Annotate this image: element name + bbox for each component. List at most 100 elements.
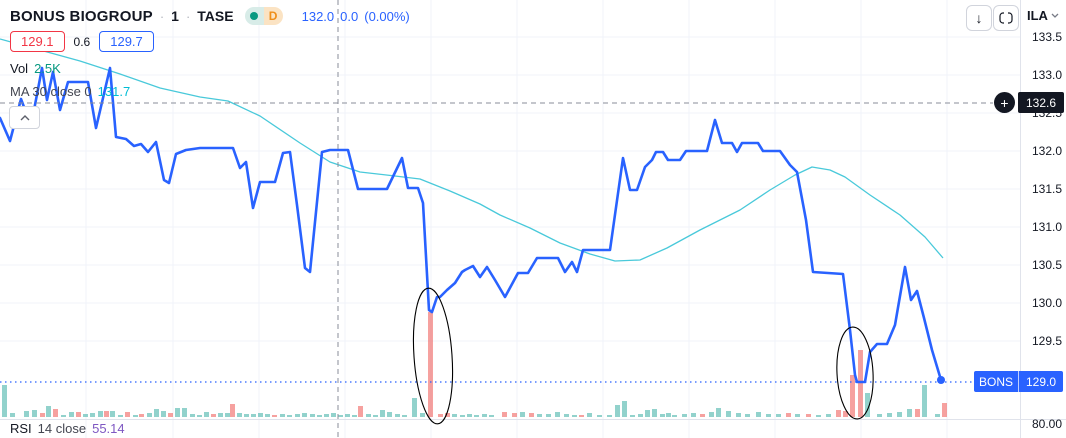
arrow-down-icon: ↓	[975, 10, 983, 26]
annotation-ellipse	[836, 326, 874, 420]
volume-bar	[716, 408, 721, 417]
quote-change-pct: (0.00%)	[364, 8, 410, 24]
market-status-dot-icon	[250, 12, 259, 20]
volume-bar	[843, 411, 848, 417]
volume-bar	[512, 413, 517, 417]
volume-bar	[546, 414, 551, 417]
ticker-tag: BONS	[974, 371, 1019, 392]
volume-bar	[324, 414, 329, 417]
last-price-label: BONS 129.0	[974, 371, 1063, 392]
market-status-badge[interactable]: D	[244, 7, 283, 25]
volume-bar	[897, 412, 902, 417]
symbol-name[interactable]: BONUS BIOGROUP	[10, 7, 153, 25]
fullscreen-icon	[999, 12, 1013, 24]
volume-bar	[218, 413, 223, 417]
annotation-ellipse	[412, 287, 454, 425]
volume-bar	[345, 414, 350, 417]
volume-bar	[302, 413, 307, 417]
volume-bar	[373, 415, 378, 417]
volume-bar	[786, 413, 791, 417]
price-scale-label: 129.5	[1031, 334, 1062, 348]
volume-bar	[652, 409, 657, 417]
ma-legend: MA 30 close 0 131.7	[10, 84, 130, 99]
volume-bar	[645, 410, 650, 417]
quote-price: 132.0	[301, 8, 335, 24]
volume-bar	[69, 412, 74, 417]
price-line-end-dot	[937, 376, 945, 384]
volume-bar	[125, 412, 130, 417]
volume-bar	[98, 411, 103, 417]
volume-bar	[251, 414, 256, 417]
ma-line	[0, 38, 944, 262]
volume-bar	[709, 412, 714, 417]
volume-bar	[24, 411, 29, 417]
price-scale-label: 131.5	[1031, 182, 1062, 196]
currency-label: ILA	[1027, 8, 1048, 23]
volume-bar	[352, 415, 357, 417]
collapse-legend-button[interactable]	[9, 106, 40, 129]
volume-bar	[139, 414, 144, 417]
exchange-label[interactable]: TASE	[197, 8, 234, 24]
volume-bar	[915, 409, 920, 417]
sell-button[interactable]: 129.1	[10, 31, 65, 52]
volume-bar	[317, 415, 322, 417]
market-open-dot-wrap	[244, 7, 264, 25]
volume-bar	[287, 415, 292, 417]
volume-bar	[445, 413, 450, 417]
quote-change: 0.0	[340, 8, 359, 24]
price-scale-label: 130.5	[1031, 258, 1062, 272]
volume-bar	[564, 414, 569, 417]
crosshair-add-alert-button[interactable]: +	[994, 92, 1015, 113]
volume-bar	[395, 414, 400, 417]
volume-bar	[795, 414, 800, 417]
volume-bar	[666, 413, 671, 417]
volume-bar	[83, 414, 88, 417]
volume-bar	[168, 413, 173, 417]
volume-bar	[154, 409, 159, 417]
volume-bar	[204, 412, 209, 417]
volume-bar	[76, 412, 81, 417]
volume-bar	[61, 415, 66, 417]
volume-bar	[90, 413, 95, 417]
ma-value: 131.7	[97, 84, 131, 99]
volume-bar	[776, 414, 781, 417]
interval-label[interactable]: 1	[171, 8, 179, 24]
volume-bar	[587, 413, 592, 417]
volume-bar	[428, 312, 433, 417]
volume-value: 2.5K	[34, 61, 61, 76]
buy-button[interactable]: 129.7	[99, 31, 154, 52]
volume-bar	[865, 393, 870, 417]
trade-panel: 129.1 0.6 129.7	[10, 31, 154, 52]
volume-label: Vol	[10, 61, 29, 76]
volume-bar	[942, 403, 947, 417]
volume-bar	[338, 415, 343, 417]
last-price-value: 129.0	[1025, 374, 1057, 389]
separator-dot: ·	[159, 8, 165, 24]
spread-value: 0.6	[73, 34, 91, 49]
chevron-up-icon	[20, 114, 29, 120]
volume-bar	[2, 385, 7, 417]
volume-bar	[118, 415, 123, 417]
currency-selector[interactable]: ILA	[1027, 8, 1059, 23]
volume-bar	[836, 410, 841, 417]
scroll-to-recent-button[interactable]: ↓	[966, 5, 992, 31]
volume-bar	[726, 411, 731, 417]
price-line	[0, 66, 943, 384]
volume-bar	[358, 406, 363, 417]
volume-bar	[110, 411, 115, 417]
volume-bar	[280, 414, 285, 417]
fullscreen-button[interactable]	[993, 5, 1019, 31]
volume-bar	[756, 412, 761, 417]
volume-bar	[607, 415, 612, 417]
volume-bar	[244, 414, 249, 417]
volume-legend: Vol 2.5K	[10, 61, 61, 76]
volume-bar	[630, 415, 635, 417]
volume-bar	[877, 414, 882, 417]
volume-bar	[597, 415, 602, 417]
volume-bar	[190, 414, 195, 417]
volume-bar	[32, 410, 37, 417]
volume-bar	[682, 414, 687, 417]
price-scale-label: 131.0	[1031, 220, 1062, 234]
